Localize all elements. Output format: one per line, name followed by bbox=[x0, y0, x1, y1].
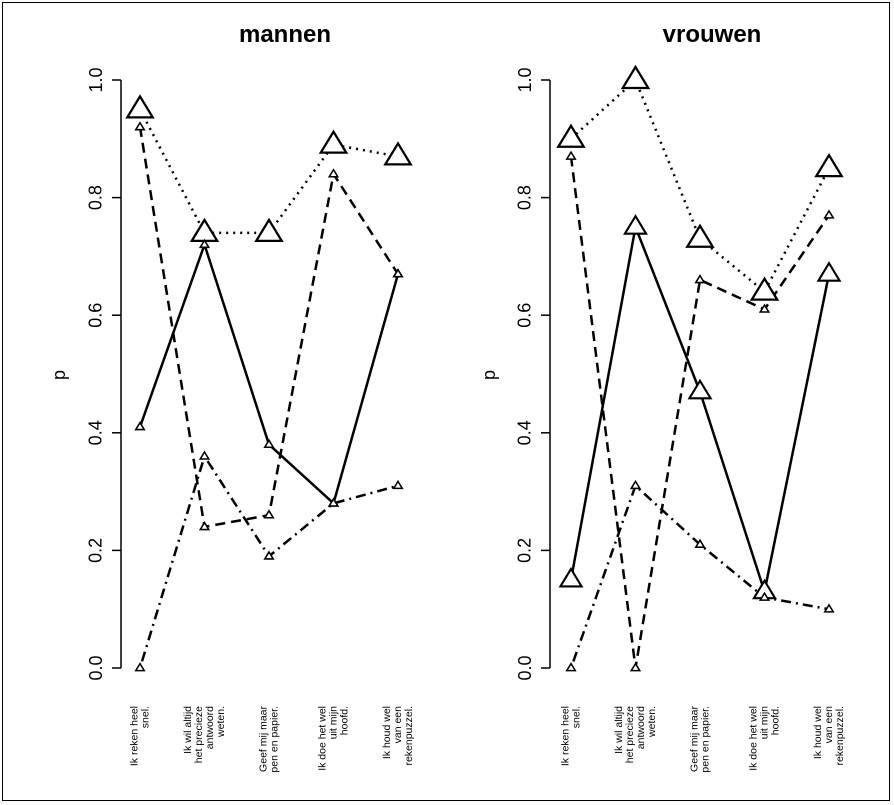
series-line-dotdash bbox=[138, 453, 399, 669]
data-point-marker bbox=[327, 168, 340, 178]
data-point-marker bbox=[814, 153, 844, 178]
data-point-marker bbox=[620, 64, 651, 90]
x-category-label: Geef mij maar bbox=[257, 706, 269, 772]
y-tick-label: 0.0 bbox=[515, 655, 535, 680]
y-tick-label: 0.4 bbox=[515, 420, 535, 445]
x-category-label: rekenpuzzel. bbox=[403, 706, 415, 766]
x-category-label: antwoord bbox=[204, 706, 216, 749]
x-category-label: Geef mij maar bbox=[688, 706, 700, 772]
x-category-label: uit mijn bbox=[758, 706, 770, 739]
data-point-marker bbox=[198, 238, 211, 249]
data-point-marker bbox=[629, 662, 642, 672]
data-point-marker bbox=[558, 566, 584, 588]
x-category-label: van een bbox=[392, 706, 404, 744]
data-point-marker bbox=[263, 438, 275, 448]
data-point-marker bbox=[318, 129, 349, 154]
data-point-marker bbox=[623, 214, 648, 235]
data-point-marker bbox=[565, 662, 577, 672]
data-point-marker bbox=[263, 509, 275, 519]
data-point-marker bbox=[263, 550, 275, 560]
data-point-marker bbox=[758, 591, 771, 601]
x-category-label: hoofd. bbox=[769, 706, 781, 735]
data-point-marker bbox=[198, 521, 211, 531]
x-category-label: snel. bbox=[570, 706, 582, 728]
x-category-label: Ik reken heel bbox=[128, 706, 140, 766]
series-line-dashed bbox=[138, 126, 400, 529]
data-point-marker bbox=[685, 223, 715, 248]
panel-title: vrouwen bbox=[663, 21, 762, 48]
x-category-label: van een bbox=[823, 706, 835, 744]
data-point-marker bbox=[687, 378, 713, 400]
y-tick-label: 0.0 bbox=[86, 655, 106, 680]
data-point-marker bbox=[694, 274, 706, 284]
series-line-dotdash bbox=[569, 483, 830, 669]
y-tick-label: 0.6 bbox=[515, 303, 535, 328]
data-point-marker bbox=[816, 261, 842, 282]
data-point-marker bbox=[749, 276, 780, 301]
x-category-label: weten. bbox=[215, 706, 227, 738]
data-point-marker bbox=[327, 497, 340, 507]
data-point-marker bbox=[758, 303, 771, 313]
panel-mannen: mannen 0.0 0.2 0.4 0.6 0.8 1.0 p Ik reken heel sn… bbox=[49, 21, 415, 773]
x-category-label: rekenpuzzel. bbox=[834, 706, 846, 766]
x-category-label: uit mijn bbox=[327, 706, 339, 739]
data-point-marker bbox=[392, 479, 404, 490]
data-point-marker bbox=[383, 141, 413, 166]
y-tick-label: 0.2 bbox=[86, 538, 106, 563]
x-category-label: Ik doe het wel bbox=[316, 706, 328, 771]
x-category-label: het precieze bbox=[193, 706, 205, 763]
y-tick-label: 0.2 bbox=[515, 538, 535, 563]
data-point-marker bbox=[134, 421, 146, 431]
y-tick-label: 0.4 bbox=[86, 420, 106, 445]
data-point-marker bbox=[823, 603, 835, 613]
x-category-label: het precieze bbox=[624, 706, 636, 763]
data-point-marker bbox=[198, 450, 211, 460]
x-category-label: hoofd. bbox=[338, 706, 350, 735]
data-point-marker bbox=[189, 217, 220, 242]
y-axis-label: p bbox=[49, 370, 69, 380]
x-category-label: Ik houd wel bbox=[381, 706, 393, 759]
x-category-label: snel. bbox=[139, 706, 151, 728]
data-point-marker bbox=[254, 217, 284, 242]
x-category-label: Ik houd wel bbox=[812, 706, 824, 759]
panel-vrouwen: vrouwen 0.0 0.2 0.4 0.6 0.8 1.0 p Ik reken heel s… bbox=[479, 21, 846, 773]
y-tick-label: 0.6 bbox=[86, 303, 106, 328]
y-tick-label: 0.8 bbox=[515, 185, 535, 210]
panel-title: mannen bbox=[239, 21, 331, 48]
y-tick-label: 1.0 bbox=[86, 67, 106, 92]
series-line-dotted bbox=[570, 77, 831, 294]
x-category-label: pen en papier. bbox=[268, 706, 280, 773]
y-axis-label: p bbox=[479, 370, 499, 380]
x-category-label: pen en papier. bbox=[699, 706, 711, 773]
x-category-label: Ik reken heel bbox=[559, 706, 571, 766]
data-point-marker bbox=[565, 150, 577, 160]
data-point-marker bbox=[125, 94, 155, 119]
data-point-marker bbox=[694, 538, 706, 548]
x-category-label: Ik wil altijd bbox=[613, 706, 625, 754]
y-tick-label: 0.8 bbox=[86, 185, 106, 210]
x-category-label: Ik doe het wel bbox=[747, 706, 759, 771]
data-point-marker bbox=[629, 479, 642, 490]
data-point-marker bbox=[823, 209, 835, 219]
data-point-marker bbox=[134, 121, 146, 131]
data-point-marker bbox=[134, 662, 146, 672]
data-point-marker bbox=[556, 123, 586, 148]
series-line-dashed bbox=[569, 156, 831, 669]
x-category-label: weten. bbox=[646, 706, 658, 738]
data-point-marker bbox=[392, 268, 404, 278]
x-category-label: Ik wil altijd bbox=[182, 706, 194, 754]
y-tick-label: 1.0 bbox=[515, 67, 535, 92]
x-category-label: antwoord bbox=[635, 706, 647, 749]
